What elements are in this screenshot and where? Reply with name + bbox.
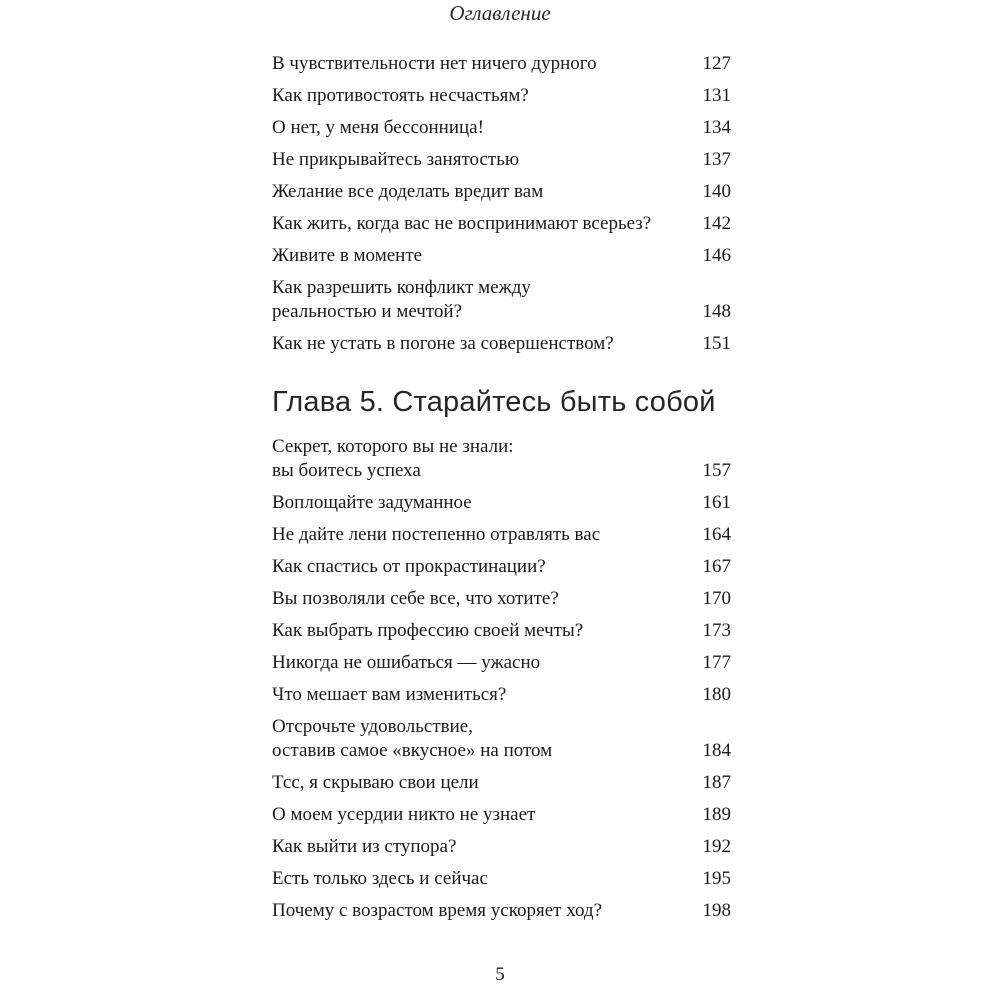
toc-entry-page-number: 192 [702, 836, 732, 857]
toc-entry-page-number: 173 [702, 620, 732, 641]
toc-entry: О моем усердии никто не узнает 189 [272, 803, 731, 827]
toc-entry: Почему с возрастом время ускоряет ход? 1… [272, 899, 731, 923]
toc-list-before-heading: В чувствительности нет ничего дурного 12… [272, 52, 731, 356]
toc-entry-title: Как разрешить конфликт между реальностью… [272, 277, 531, 322]
toc-entry: Как выйти из ступора? 192 [272, 835, 731, 859]
toc-entry-title: Как спастись от прокрастинации? [272, 556, 546, 577]
toc-entry-title: Не дайте лени постепенно отравлять вас [272, 524, 601, 545]
toc-entry-page-number: 137 [702, 149, 732, 170]
toc-entry-page-number: 161 [702, 492, 732, 513]
toc-entry: Как противостоять несчастьям? 131 [272, 84, 731, 108]
page-number-footer: 5 [495, 964, 505, 985]
toc-entry: Не дайте лени постепенно отравлять вас 1… [272, 523, 731, 547]
toc-entry-title: В чувствительности нет ничего дурного [272, 53, 597, 74]
toc-entry-page-number: 142 [702, 213, 732, 234]
chapter-heading: Глава 5. Старайтесь быть собой [272, 386, 716, 418]
toc-entry-title: Как не устать в погоне за совершенством? [272, 333, 614, 354]
toc-entry: Как разрешить конфликт между реальностью… [272, 276, 731, 324]
toc-entry: О нет, у меня бессонница! 134 [272, 116, 731, 140]
toc-entry-page-number: 167 [702, 556, 732, 577]
toc-entry-title: Воплощайте задуманное [272, 492, 472, 513]
toc-entry-title: О нет, у меня бессонница! [272, 117, 484, 138]
toc-entry-title: Секрет, которого вы не знали: вы боитесь… [272, 436, 514, 481]
toc-entry: Живите в моменте 146 [272, 244, 731, 268]
toc-entry: Есть только здесь и сейчас 195 [272, 867, 731, 891]
toc-entry: Вы позволяли себе все, что хотите? 170 [272, 587, 731, 611]
toc-entry-page-number: 148 [702, 301, 732, 322]
toc-entry-title: Никогда не ошибаться — ужасно [272, 652, 541, 673]
toc-entry: Как не устать в погоне за совершенством?… [272, 332, 731, 356]
toc-content: В чувствительности нет ничего дурного 12… [272, 52, 731, 931]
toc-entry-page-number: 146 [702, 245, 732, 266]
toc-entry-title: Отсрочьте удовольствие, оставив самое «в… [272, 716, 553, 761]
toc-entry: Отсрочьте удовольствие, оставив самое «в… [272, 715, 731, 763]
toc-entry: Не прикрывайтесь занятостью 137 [272, 148, 731, 172]
toc-entry: Что мешает вам измениться? 180 [272, 683, 731, 707]
toc-list-after-heading: Секрет, которого вы не знали: вы боитесь… [272, 435, 731, 923]
toc-entry-page-number: 164 [702, 524, 732, 545]
toc-entry-page-number: 189 [702, 804, 732, 825]
toc-entry-title: Тсс, я скрываю свои цели [272, 772, 479, 793]
toc-entry-title: Есть только здесь и сейчас [272, 868, 488, 889]
toc-entry-page-number: 127 [702, 53, 732, 74]
toc-entry: Как жить, когда вас не воспринимают всер… [272, 212, 731, 236]
toc-entry: В чувствительности нет ничего дурного 12… [272, 52, 731, 76]
toc-entry-page-number: 177 [702, 652, 732, 673]
toc-entry-title: Вы позволяли себе все, что хотите? [272, 588, 559, 609]
toc-entry-page-number: 195 [702, 868, 732, 889]
toc-entry-title: Желание все доделать вредит вам [272, 181, 544, 202]
toc-entry-title: Не прикрывайтесь занятостью [272, 149, 520, 170]
toc-entry: Никогда не ошибаться — ужасно 177 [272, 651, 731, 675]
page-header: Оглавление [449, 1, 551, 25]
toc-entry-title: Что мешает вам измениться? [272, 684, 507, 705]
toc-entry: Тсс, я скрываю свои цели 187 [272, 771, 731, 795]
toc-entry: Секрет, которого вы не знали: вы боитесь… [272, 435, 731, 483]
toc-entry-page-number: 184 [702, 740, 732, 761]
toc-entry: Желание все доделать вредит вам 140 [272, 180, 731, 204]
toc-entry-title: Как противостоять несчастьям? [272, 85, 529, 106]
toc-entry-page-number: 198 [702, 900, 732, 921]
toc-entry-title: О моем усердии никто не узнает [272, 804, 536, 825]
toc-entry: Как спастись от прокрастинации? 167 [272, 555, 731, 579]
toc-entry-title: Как выйти из ступора? [272, 836, 457, 857]
toc-entry-title: Как жить, когда вас не воспринимают всер… [272, 213, 652, 234]
toc-entry-page-number: 134 [702, 117, 732, 138]
toc-entry: Как выбрать профессию своей мечты? 173 [272, 619, 731, 643]
toc-entry-page-number: 170 [702, 588, 732, 609]
toc-entry-page-number: 140 [702, 181, 732, 202]
toc-entry-title: Живите в моменте [272, 245, 423, 266]
toc-entry-page-number: 180 [702, 684, 732, 705]
toc-entry-title: Как выбрать профессию своей мечты? [272, 620, 584, 641]
toc-entry-page-number: 187 [702, 772, 732, 793]
toc-entry-title: Почему с возрастом время ускоряет ход? [272, 900, 603, 921]
toc-entry-page-number: 157 [702, 460, 732, 481]
toc-entry-page-number: 151 [702, 333, 732, 354]
toc-entry: Воплощайте задуманное 161 [272, 491, 731, 515]
toc-entry-page-number: 131 [702, 85, 732, 106]
